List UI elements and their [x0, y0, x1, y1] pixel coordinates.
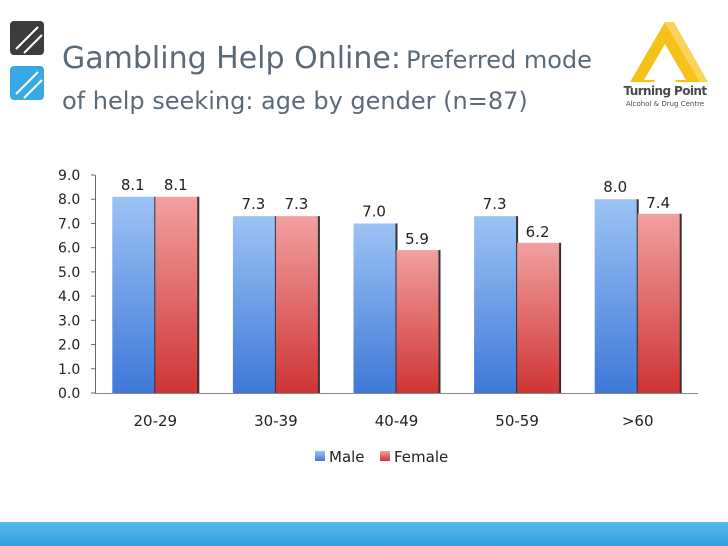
logo-tagline: Alcohol & Drug Centre	[625, 100, 705, 108]
y-tick-label: 0.0	[58, 386, 80, 402]
legend-label: Female	[394, 448, 448, 466]
bar-shadow	[273, 216, 277, 393]
title-main: Gambling Help Online:	[62, 41, 401, 76]
data-label: 7.3	[241, 195, 265, 213]
legend-swatch	[315, 451, 325, 461]
legend-label: Male	[329, 448, 365, 466]
female-bar	[155, 196, 198, 393]
male-bar	[112, 196, 155, 393]
title-sub: Preferred mode	[406, 46, 592, 74]
bar-shadow	[394, 223, 398, 393]
y-tick-label: 2.0	[58, 338, 80, 354]
slide-title: Gambling Help Online: Preferred mode of …	[62, 40, 602, 123]
data-label: 7.3	[483, 195, 507, 213]
bar-shadow	[153, 196, 157, 393]
bar-shadow	[316, 216, 320, 393]
bar-shadow	[635, 199, 639, 393]
male-bar	[474, 216, 517, 393]
legend-swatch	[380, 451, 390, 461]
y-tick-label: 5.0	[58, 265, 80, 281]
data-label: 8.0	[603, 178, 627, 196]
logo-name: Turning Point	[623, 84, 708, 98]
bar-shadow	[437, 250, 441, 393]
x-tick-label: 40-49	[375, 412, 419, 430]
male-bar	[353, 223, 396, 393]
y-tick-label: 4.0	[58, 289, 80, 305]
x-tick-label: >60	[622, 412, 654, 430]
data-label: 7.4	[646, 194, 670, 212]
data-label: 6.2	[526, 223, 550, 241]
data-label: 7.0	[362, 202, 386, 220]
y-tick-label: 7.0	[58, 216, 80, 232]
data-label: 7.3	[284, 195, 308, 213]
data-label: 8.1	[121, 176, 145, 194]
y-tick-label: 9.0	[58, 168, 80, 184]
data-label: 5.9	[405, 230, 429, 248]
male-bar	[232, 216, 275, 393]
y-tick-label: 3.0	[58, 313, 80, 329]
bar-shadow	[515, 216, 519, 393]
turning-point-logo-icon	[630, 22, 708, 82]
y-tick-label: 8.0	[58, 192, 80, 208]
bar-shadow	[558, 242, 562, 393]
footer-bar	[0, 522, 728, 546]
male-bar	[594, 199, 637, 393]
bar-shadow	[196, 196, 200, 393]
y-tick-label: 1.0	[58, 362, 80, 378]
x-tick-label: 50-59	[495, 412, 539, 430]
female-bar	[517, 242, 560, 393]
x-tick-label: 20-29	[134, 412, 178, 430]
title-line2: of help seeking: age by gender (n=87)	[62, 87, 528, 115]
decorative-square-icon	[10, 66, 44, 100]
decorative-square-icon	[10, 21, 44, 55]
data-label: 8.1	[164, 176, 188, 194]
female-bar	[637, 213, 680, 393]
female-bar	[396, 250, 439, 393]
female-bar	[275, 216, 318, 393]
bar-shadow	[678, 213, 682, 393]
y-tick-label: 6.0	[58, 241, 80, 257]
x-tick-label: 30-39	[254, 412, 298, 430]
